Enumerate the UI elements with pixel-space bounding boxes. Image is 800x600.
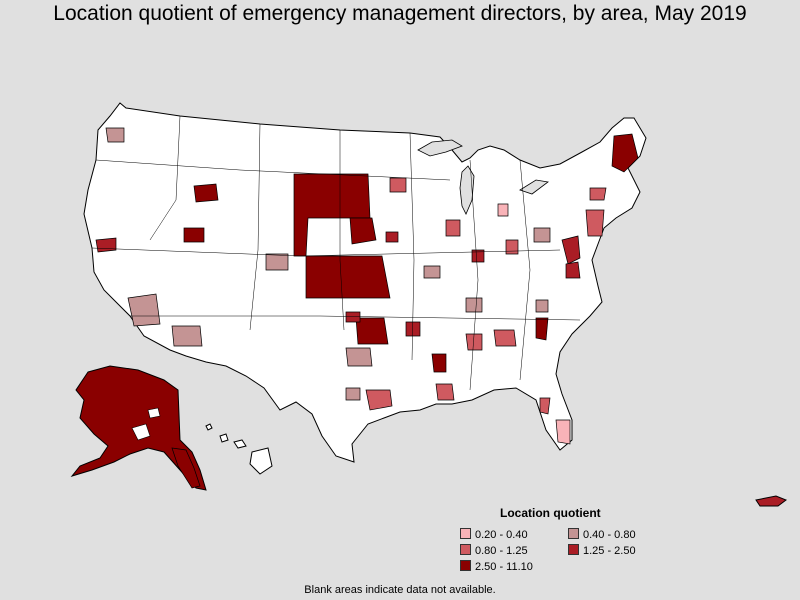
legend-label: 0.20 - 0.40 xyxy=(475,529,528,541)
legend-item: 2.50 - 11.10 xyxy=(460,560,533,573)
legend-label: 0.80 - 1.25 xyxy=(475,545,528,557)
legend-item: 0.80 - 1.25 xyxy=(460,544,528,557)
shaded-areas xyxy=(95,127,639,489)
legend-swatch xyxy=(568,544,579,555)
footnote: Blank areas indicate data not available. xyxy=(304,584,496,596)
map-title: Location quotient of emergency managemen… xyxy=(53,2,747,25)
legend-label: 2.50 - 11.10 xyxy=(475,561,533,573)
alaska-lake xyxy=(147,407,161,419)
legend-swatch xyxy=(460,560,471,571)
legend-item: 0.20 - 0.40 xyxy=(460,528,528,541)
legend-swatch xyxy=(460,528,471,539)
lake-michigan xyxy=(459,165,475,215)
legend-label: 0.40 - 0.80 xyxy=(583,529,636,541)
lake-superior xyxy=(417,139,463,157)
legend-label: 1.25 - 2.50 xyxy=(583,545,636,557)
legend-item: 1.25 - 2.50 xyxy=(568,544,636,557)
legend-item: 0.40 - 0.80 xyxy=(568,528,636,541)
legend: Location quotient 0.20 - 0.40 0.40 - 0.8… xyxy=(452,506,682,576)
lake-erie xyxy=(519,179,549,195)
legend-swatch xyxy=(460,544,471,555)
alaska-peninsula xyxy=(131,423,151,441)
legend-swatch xyxy=(568,528,579,539)
legend-title: Location quotient xyxy=(500,506,601,520)
hawaii xyxy=(205,423,273,475)
puerto-rico xyxy=(755,495,788,507)
area-borders xyxy=(91,115,581,391)
